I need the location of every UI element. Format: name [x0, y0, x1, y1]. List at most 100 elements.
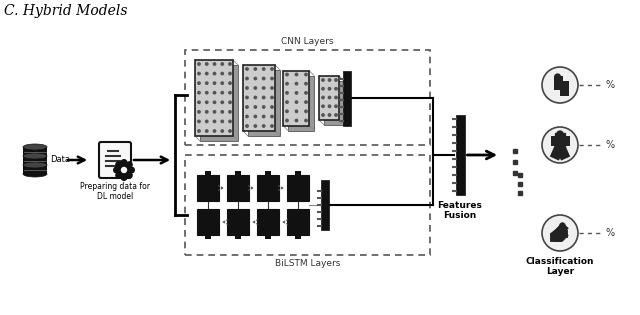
Circle shape — [328, 88, 331, 90]
Circle shape — [246, 96, 248, 99]
Bar — [23, 165, 47, 174]
Bar — [321, 180, 329, 230]
Circle shape — [213, 63, 216, 65]
Circle shape — [254, 96, 257, 99]
Circle shape — [198, 130, 200, 132]
Circle shape — [542, 67, 578, 103]
Circle shape — [254, 106, 257, 108]
Circle shape — [305, 83, 307, 85]
Circle shape — [205, 101, 208, 104]
Ellipse shape — [23, 162, 47, 168]
Bar — [23, 156, 47, 165]
Circle shape — [246, 115, 248, 118]
Circle shape — [286, 73, 288, 76]
Bar — [456, 115, 465, 195]
Bar — [185, 50, 430, 145]
Circle shape — [229, 111, 231, 113]
Circle shape — [116, 162, 122, 168]
Circle shape — [262, 115, 265, 118]
Bar — [197, 175, 219, 201]
Circle shape — [542, 127, 578, 163]
Bar — [265, 234, 271, 239]
Circle shape — [262, 87, 265, 89]
Circle shape — [213, 111, 216, 113]
Circle shape — [295, 92, 298, 94]
Circle shape — [335, 114, 337, 116]
Circle shape — [322, 114, 324, 116]
Circle shape — [271, 115, 273, 118]
Circle shape — [205, 92, 208, 94]
Circle shape — [229, 63, 231, 65]
Circle shape — [198, 72, 200, 75]
Circle shape — [198, 63, 200, 65]
Circle shape — [116, 173, 122, 178]
Circle shape — [335, 96, 337, 99]
Circle shape — [213, 101, 216, 104]
Circle shape — [213, 72, 216, 75]
Circle shape — [262, 96, 265, 99]
Circle shape — [122, 168, 127, 173]
Circle shape — [271, 87, 273, 89]
Circle shape — [129, 167, 134, 173]
Ellipse shape — [23, 153, 47, 159]
Circle shape — [221, 111, 223, 113]
Bar — [235, 171, 241, 176]
Bar — [243, 65, 275, 131]
Bar — [185, 155, 430, 255]
Circle shape — [305, 110, 307, 112]
Circle shape — [205, 72, 208, 75]
Circle shape — [246, 106, 248, 108]
Circle shape — [229, 92, 231, 94]
Circle shape — [213, 120, 216, 123]
Circle shape — [205, 82, 208, 84]
Circle shape — [205, 120, 208, 123]
Circle shape — [198, 92, 200, 94]
Text: %: % — [606, 140, 615, 150]
Circle shape — [335, 105, 337, 107]
Text: C. Hybrid Models: C. Hybrid Models — [4, 4, 127, 18]
Circle shape — [328, 96, 331, 99]
Bar — [319, 76, 339, 120]
Circle shape — [262, 106, 265, 108]
Text: Preparing data for
DL model: Preparing data for DL model — [80, 182, 150, 201]
Bar — [257, 209, 279, 235]
Circle shape — [229, 120, 231, 123]
Circle shape — [198, 111, 200, 113]
Circle shape — [229, 130, 231, 132]
Circle shape — [295, 110, 298, 112]
Circle shape — [127, 162, 132, 168]
Circle shape — [286, 92, 288, 94]
FancyBboxPatch shape — [99, 142, 131, 178]
Circle shape — [305, 119, 307, 122]
Circle shape — [254, 77, 257, 80]
Polygon shape — [200, 65, 238, 141]
Circle shape — [114, 167, 119, 173]
Circle shape — [262, 77, 265, 80]
Circle shape — [322, 88, 324, 90]
Circle shape — [286, 119, 288, 122]
Polygon shape — [248, 70, 280, 136]
Text: Features
Fusion: Features Fusion — [438, 201, 483, 220]
Circle shape — [254, 87, 257, 89]
Bar — [205, 171, 211, 176]
Bar — [265, 171, 271, 176]
Polygon shape — [324, 81, 344, 125]
Circle shape — [295, 83, 298, 85]
Bar — [283, 71, 309, 125]
Circle shape — [328, 79, 331, 81]
Circle shape — [221, 101, 223, 104]
Circle shape — [246, 68, 248, 70]
Circle shape — [286, 83, 288, 85]
Circle shape — [121, 175, 127, 180]
Bar — [23, 147, 47, 156]
Circle shape — [262, 125, 265, 127]
Circle shape — [205, 130, 208, 132]
Circle shape — [213, 92, 216, 94]
Circle shape — [246, 125, 248, 127]
Circle shape — [560, 223, 565, 228]
Circle shape — [205, 111, 208, 113]
Bar — [195, 60, 233, 136]
Circle shape — [229, 72, 231, 75]
Text: %: % — [606, 80, 615, 90]
Circle shape — [127, 173, 132, 178]
